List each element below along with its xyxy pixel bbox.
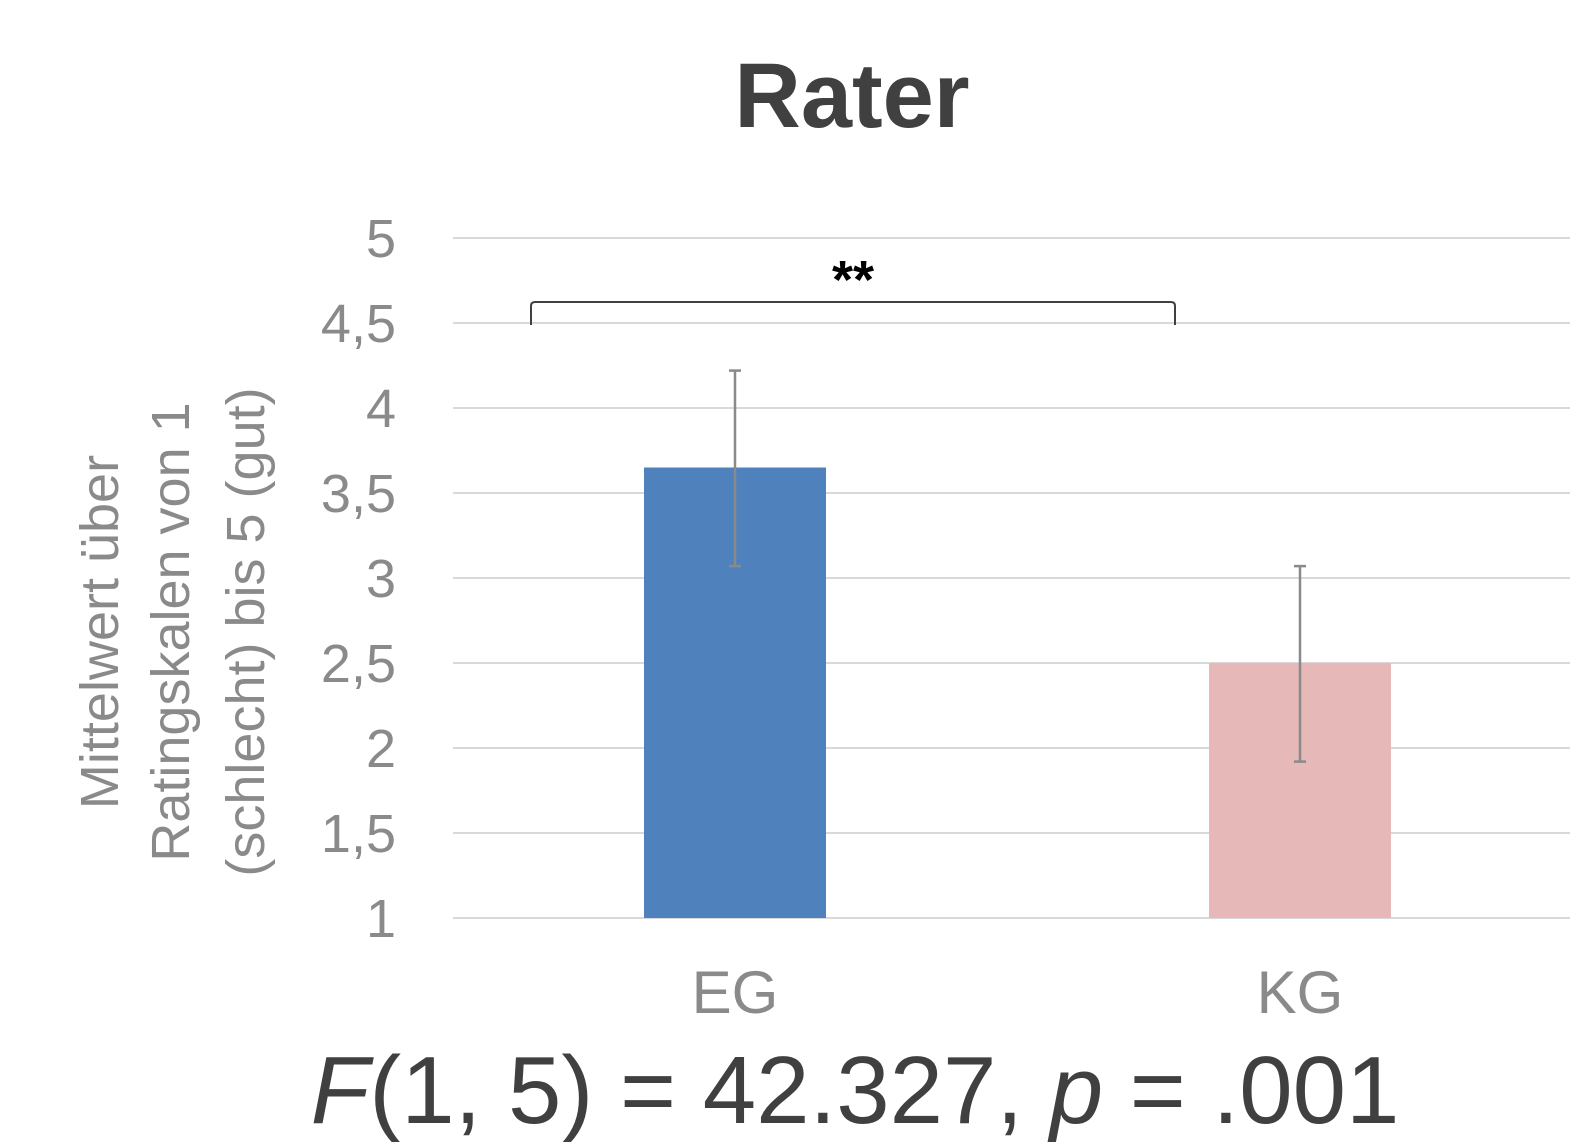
y-tick-label: 1,5	[321, 804, 396, 864]
y-tick-label: 4,5	[321, 294, 396, 354]
significance-bracket: **	[530, 250, 1176, 325]
y-tick-label: 4	[366, 379, 396, 439]
f-statistic: (1, 5) = 42.327,	[369, 1037, 1049, 1142]
y-axis-label-line-1: Mittelwert über	[70, 455, 130, 809]
significance-label: **	[832, 250, 874, 310]
y-tick-label: 1	[366, 889, 396, 949]
significance-bracket-line	[530, 301, 1176, 325]
statistics-annotation: F(1, 5) = 42.327, p = .001	[311, 1037, 1400, 1142]
y-axis-label-line-2: Ratingskalen von 1	[141, 402, 201, 861]
y-tick-label: 2,5	[321, 634, 396, 694]
y-tick-label: 5	[366, 209, 396, 269]
y-axis-ticks: 1 1,5 2 2,5 3 3,5 4 4,5 5	[321, 209, 396, 949]
p-symbol: p	[1047, 1037, 1103, 1142]
y-axis-label-line-3: (schlecht) bis 5 (gut)	[216, 387, 276, 876]
error-bar-kg	[1294, 564, 1306, 763]
gridlines	[453, 237, 1570, 919]
f-symbol: F	[311, 1037, 375, 1142]
y-axis-label-group: Mittelwert über Ratingskalen von 1 (schlec…	[70, 387, 276, 876]
y-tick-label: 3	[366, 549, 396, 609]
error-bar-eg	[729, 369, 741, 568]
y-tick-label: 2	[366, 719, 396, 779]
y-tick-label: 3,5	[321, 464, 396, 524]
error-bars	[729, 369, 1306, 763]
x-axis-categories: EG KG	[692, 959, 1344, 1026]
bars	[644, 467, 1391, 918]
x-category-label: KG	[1257, 959, 1344, 1026]
p-value: = .001	[1103, 1037, 1399, 1142]
chart-title: Rater	[734, 45, 969, 147]
x-category-label: EG	[692, 959, 779, 1026]
